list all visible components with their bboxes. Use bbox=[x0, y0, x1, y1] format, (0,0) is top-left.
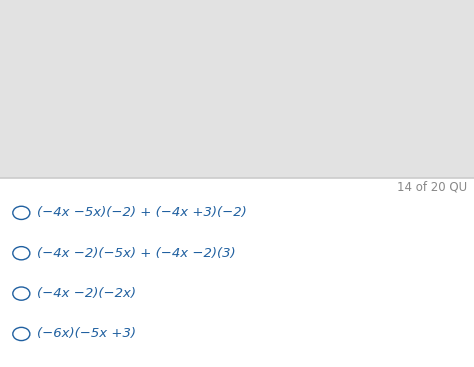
Text: Consider the polynomial below.: Consider the polynomial below. bbox=[12, 13, 296, 28]
Text: (−6x)(−5x +3): (−6x)(−5x +3) bbox=[37, 327, 136, 341]
Text: Which expression shows the first step of the: Which expression shows the first step of… bbox=[12, 86, 417, 101]
Text: distributive process?: distributive process? bbox=[12, 114, 202, 129]
Text: (−4x −2)(−5x) + (−4x −2)(3): (−4x −2)(−5x) + (−4x −2)(3) bbox=[37, 247, 236, 260]
Text: (−4x −5x)(−2) + (−4x +3)(−2): (−4x −5x)(−2) + (−4x +3)(−2) bbox=[37, 206, 247, 219]
Text: 14 of 20 QU: 14 of 20 QU bbox=[397, 181, 467, 193]
Text: (−4x −2)(−5x +3): (−4x −2)(−5x +3) bbox=[19, 46, 161, 61]
Text: (−4x −2)(−2x): (−4x −2)(−2x) bbox=[37, 287, 136, 300]
